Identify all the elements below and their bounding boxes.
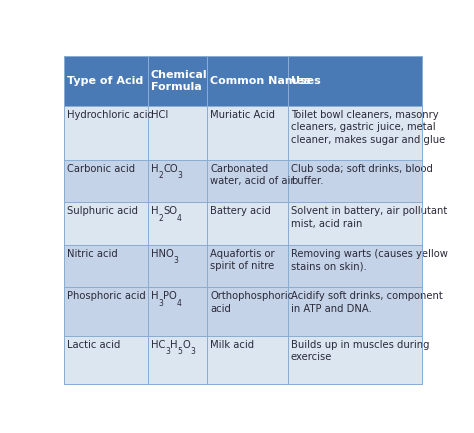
Text: H: H [151,206,158,216]
Bar [148,106,207,160]
Bar [288,56,422,106]
Text: 3: 3 [165,347,170,356]
Text: Sulphuric acid: Sulphuric acid [66,206,137,216]
Text: Carbonated
water, acid of air: Carbonated water, acid of air [210,164,294,186]
Text: Phosphoric acid: Phosphoric acid [66,291,146,301]
Text: 5: 5 [178,347,182,356]
Bar [207,202,288,245]
Text: Lactic acid: Lactic acid [66,339,120,349]
Bar [64,202,148,245]
Bar [148,56,207,106]
Bar [64,106,148,160]
Text: H: H [151,291,158,301]
Bar [148,160,207,202]
Text: O: O [182,339,190,349]
Text: 4: 4 [177,213,182,223]
Text: 3: 3 [190,347,195,356]
Bar [207,336,288,384]
Bar [207,56,288,106]
Text: Carbonic acid: Carbonic acid [66,164,135,174]
Text: Common Names: Common Names [210,76,310,86]
Text: H: H [170,339,178,349]
Text: Orthophosphoric
acid: Orthophosphoric acid [210,291,293,314]
Bar [288,202,422,245]
Text: HNO: HNO [151,249,173,259]
Text: HC: HC [151,339,165,349]
Text: Nitric acid: Nitric acid [66,249,118,259]
Text: Builds up in muscles during
exercise: Builds up in muscles during exercise [291,339,429,362]
Text: Removing warts (causes yellow
stains on skin).: Removing warts (causes yellow stains on … [291,249,447,271]
Bar [64,245,148,288]
Text: Uses: Uses [291,76,320,86]
Bar [207,288,288,336]
Bar [64,288,148,336]
Text: H: H [151,164,158,174]
Text: Aquafortis or
spirit of nitre: Aquafortis or spirit of nitre [210,249,274,271]
Bar [288,160,422,202]
Text: Battery acid: Battery acid [210,206,271,216]
Text: Toilet bowl cleaners, masonry
cleaners, gastric juice, metal
cleaner, makes suga: Toilet bowl cleaners, masonry cleaners, … [291,110,445,145]
Text: Chemical
Formula: Chemical Formula [151,70,208,92]
Text: HCl: HCl [151,110,168,120]
Text: Solvent in battery, air pollutant
mist, acid rain: Solvent in battery, air pollutant mist, … [291,206,447,229]
Text: Acidify soft drinks, component
in ATP and DNA.: Acidify soft drinks, component in ATP an… [291,291,442,314]
Text: PO: PO [163,291,177,301]
Bar [148,202,207,245]
Bar [288,245,422,288]
Text: 3: 3 [173,256,179,265]
Bar [207,160,288,202]
Bar [288,106,422,160]
Text: Muriatic Acid: Muriatic Acid [210,110,275,120]
Bar [148,336,207,384]
Text: 4: 4 [177,299,182,308]
Text: Milk acid: Milk acid [210,339,254,349]
Bar [288,336,422,384]
Text: 2: 2 [158,171,163,180]
Text: 3: 3 [158,299,163,308]
Bar [64,160,148,202]
Bar [207,106,288,160]
Bar [148,288,207,336]
Bar [288,288,422,336]
Text: CO: CO [163,164,178,174]
Text: Club soda; soft drinks, blood
buffer.: Club soda; soft drinks, blood buffer. [291,164,433,186]
Text: SO: SO [163,206,177,216]
Bar [148,245,207,288]
Text: 3: 3 [178,171,182,180]
Text: Type of Acid: Type of Acid [66,76,143,86]
Bar [64,56,148,106]
Bar [64,336,148,384]
Text: 2: 2 [158,213,163,223]
Bar [207,245,288,288]
Text: Hydrochloric acid: Hydrochloric acid [66,110,154,120]
